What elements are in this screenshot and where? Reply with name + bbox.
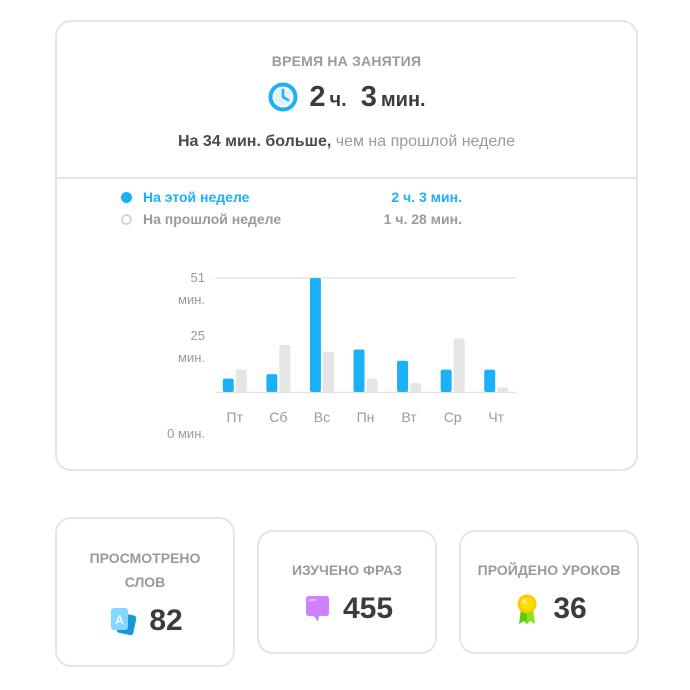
study-time-title: ВРЕМЯ НА ЗАНЯТИЯ (271, 53, 422, 69)
x-tick-label: Чт (488, 409, 504, 425)
svg-text:A: A (115, 613, 124, 627)
y-tick-unit: мин. (178, 292, 205, 307)
weekly-study-chart: 51 мин. 25 мин. 0 мин. Пт Сб Вс Пн Вт Ср Чт (167, 270, 516, 440)
y-tick-label: 51 (191, 270, 205, 285)
words-stat-label: ПРОСМОТРЕНО СЛОВ (89, 550, 201, 590)
legend-last-week: На прошлой неделе 1 ч. 28 мин. (120, 208, 462, 230)
study-hours-unit: ч. (329, 88, 347, 111)
bar-last-week (410, 383, 422, 392)
bar-last-week (235, 369, 247, 392)
x-tick-label: Пт (227, 409, 244, 425)
legend-last-week-dot (121, 213, 132, 225)
bar-last-week (279, 345, 291, 392)
speech-bubble-icon (305, 596, 329, 622)
legend-this-week: На этой неделе 2 ч. 3 мин. (120, 186, 462, 208)
y-tick-unit: мин. (178, 350, 205, 365)
legend-this-week-value: 2 ч. 3 мин. (391, 189, 462, 205)
comparison-rest: чем на прошлой неделе (331, 133, 516, 150)
lessons-stat-value: 36 (553, 592, 587, 625)
bar-this-week (353, 349, 365, 392)
study-time-value: 2 ч. 3 мин. (309, 81, 425, 114)
legend-this-week-dot (121, 191, 132, 203)
study-minutes: 3 (360, 80, 377, 113)
bar-last-week (453, 338, 465, 392)
legend-last-week-label: На прошлой неделе (143, 211, 282, 227)
phrases-stat-label: ИЗУЧЕНО ФРАЗ (291, 562, 402, 578)
legend-this-week-label: На этой неделе (143, 189, 250, 205)
phrases-stat-card: ИЗУЧЕНО ФРАЗ 455 (257, 530, 437, 654)
study-time-card: ВРЕМЯ НА ЗАНЯТИЯ 2 ч. 3 мин. На 34 мин. … (55, 20, 638, 471)
x-tick-label: Пн (357, 409, 375, 425)
y-tick-label: 25 (191, 328, 205, 343)
word-cards-icon: A (111, 608, 137, 636)
study-time-total: 2 ч. 3 мин. (57, 77, 636, 117)
bar-this-week (222, 378, 234, 392)
lessons-stat-value-row: 36 (511, 592, 587, 626)
bar-last-week (366, 378, 378, 392)
weekly-comparison: На 34 мин. больше, чем на прошлой неделе (57, 133, 636, 151)
x-tick-label: Ср (444, 409, 462, 425)
x-tick-label: Вт (401, 409, 417, 425)
bar-this-week (397, 360, 409, 392)
study-hours: 2 (309, 80, 326, 113)
study-minutes-unit: мин. (380, 88, 426, 111)
phrases-stat-value-row: 455 (301, 592, 393, 626)
bar-this-week (484, 369, 496, 392)
y-tick-label: 0 мин. (167, 426, 205, 440)
medal-icon (517, 594, 537, 624)
x-tick-label: Вс (314, 409, 330, 425)
words-stat-card: ПРОСМОТРЕНО СЛОВ A 82 (55, 517, 235, 667)
lessons-stat-card: ПРОЙДЕНО УРОКОВ 36 (459, 530, 639, 654)
bar-last-week (322, 351, 334, 392)
lessons-stat-label: ПРОЙДЕНО УРОКОВ (477, 562, 621, 578)
phrases-stat-value: 455 (342, 592, 394, 625)
words-stat-value-row: A 82 (107, 604, 183, 638)
bar-last-week (497, 387, 509, 392)
bar-this-week (266, 374, 278, 392)
x-tick-label: Сб (269, 409, 287, 425)
chart-legend: На этой неделе 2 ч. 3 мин. На прошлой не… (120, 186, 462, 230)
bar-this-week (309, 278, 321, 392)
words-stat-value: 82 (149, 604, 183, 637)
study-time-summary: ВРЕМЯ НА ЗАНЯТИЯ 2 ч. 3 мин. На 34 мин. … (57, 22, 636, 179)
comparison-difference: На 34 мин. больше, (177, 133, 332, 150)
bar-this-week (440, 369, 452, 392)
legend-last-week-value: 1 ч. 28 мин. (383, 211, 462, 227)
clock-icon (268, 82, 298, 112)
